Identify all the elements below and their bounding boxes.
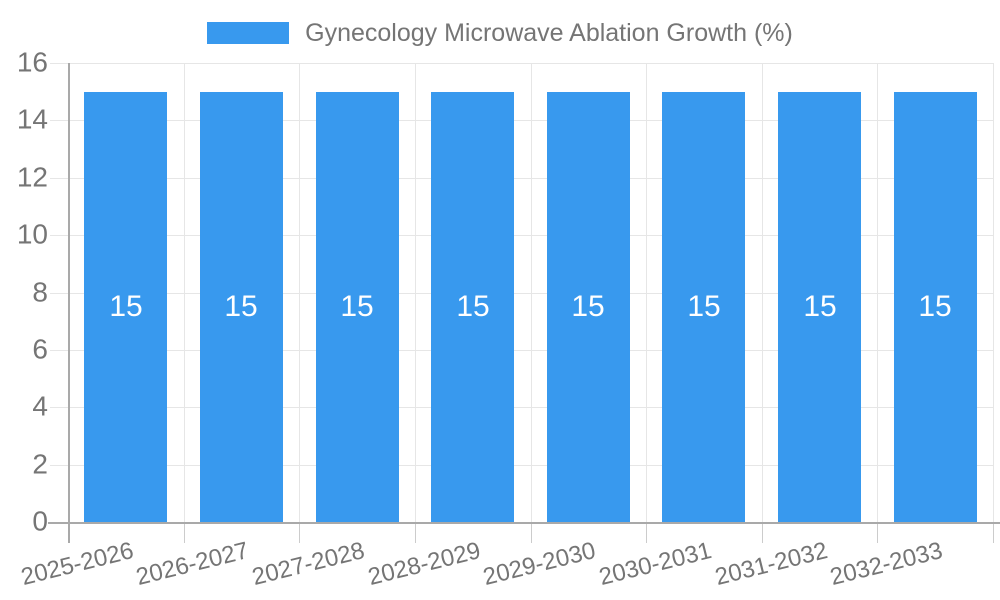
legend-label: Gynecology Microwave Ablation Growth (%) <box>305 19 793 47</box>
bar-value-label: 15 <box>803 290 837 323</box>
y-axis-label: 8 <box>32 276 48 308</box>
v-gridline <box>762 63 763 522</box>
bar <box>547 92 630 522</box>
x-axis-line <box>48 522 1000 524</box>
y-axis-tick <box>50 293 68 294</box>
y-axis-tick <box>50 178 68 179</box>
bar <box>316 92 399 522</box>
h-gridline <box>68 178 993 179</box>
x-axis-tick <box>184 522 185 543</box>
h-gridline <box>68 293 993 294</box>
bar-value-label: 15 <box>456 290 490 323</box>
bar <box>431 92 514 522</box>
x-axis-tick <box>531 522 532 543</box>
x-axis-label: 2032-2033 <box>827 537 946 591</box>
bar-value-label: 15 <box>109 290 143 323</box>
bar-value-label: 15 <box>687 290 721 323</box>
v-gridline <box>415 63 416 522</box>
v-gridline <box>993 63 994 522</box>
x-axis-label: 2030-2031 <box>596 537 715 591</box>
h-gridline <box>68 235 993 236</box>
bar <box>894 92 977 522</box>
v-gridline <box>877 63 878 522</box>
h-gridline <box>68 407 993 408</box>
bar <box>778 92 861 522</box>
v-gridline <box>646 63 647 522</box>
h-gridline <box>68 120 993 121</box>
v-gridline <box>299 63 300 522</box>
bar-value-label: 15 <box>918 290 952 323</box>
y-axis-label: 2 <box>32 448 48 480</box>
x-axis-tick <box>762 522 763 543</box>
x-axis-label: 2025-2026 <box>18 537 137 591</box>
bar-value-label: 15 <box>340 290 374 323</box>
legend-swatch <box>207 22 290 44</box>
y-axis-tick <box>50 63 68 64</box>
y-axis-tick <box>50 120 68 121</box>
x-axis-tick <box>646 522 647 543</box>
y-axis-label: 14 <box>16 103 48 135</box>
bar <box>84 92 167 522</box>
y-axis-tick <box>50 407 68 408</box>
y-axis-tick <box>50 465 68 466</box>
y-axis-label: 6 <box>32 333 48 365</box>
x-axis-tick <box>877 522 878 543</box>
y-axis-tick <box>50 235 68 236</box>
x-axis-label: 2028-2029 <box>365 537 484 591</box>
y-axis-label: 10 <box>16 218 48 250</box>
y-axis-label: 4 <box>32 390 48 422</box>
x-axis-label: 2031-2032 <box>712 537 831 591</box>
bar <box>662 92 745 522</box>
h-gridline <box>68 465 993 466</box>
y-axis-label: 0 <box>32 505 48 537</box>
y-axis-label: 12 <box>16 161 48 193</box>
h-gridline <box>68 63 993 64</box>
y-axis-line <box>68 63 70 543</box>
bar <box>200 92 283 522</box>
y-axis-label: 16 <box>16 46 48 78</box>
bar-value-label: 15 <box>571 290 605 323</box>
y-axis-tick <box>50 350 68 351</box>
x-axis-label: 2027-2028 <box>249 537 368 591</box>
chart-legend: Gynecology Microwave Ablation Growth (%) <box>0 20 1000 46</box>
v-gridline <box>531 63 532 522</box>
x-axis-label: 2026-2027 <box>133 537 252 591</box>
h-gridline <box>68 350 993 351</box>
x-axis-label: 2029-2030 <box>480 537 599 591</box>
x-axis-tick <box>993 522 994 543</box>
bar-value-label: 15 <box>224 290 258 323</box>
x-axis-tick <box>415 522 416 543</box>
v-gridline <box>184 63 185 522</box>
x-axis-tick <box>299 522 300 543</box>
